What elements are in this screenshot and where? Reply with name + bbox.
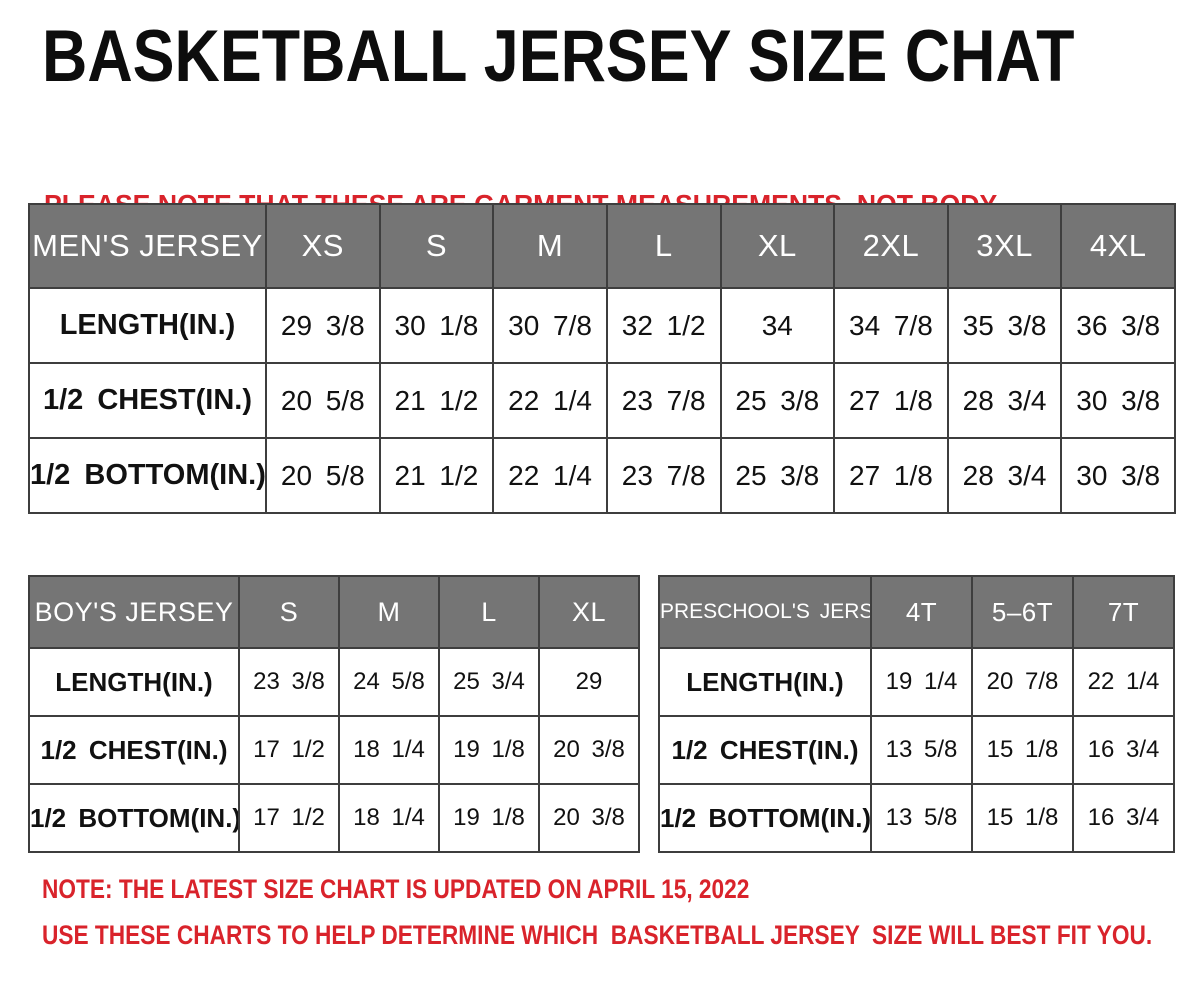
measurement-value-cell: 21 1/2 xyxy=(378,437,495,514)
measurement-value-cell: 15 1/8 xyxy=(971,783,1074,853)
measurement-value-cell: 13 5/8 xyxy=(870,783,973,853)
size-header-cell: S xyxy=(238,575,340,649)
measurement-value-cell: 27 1/8 xyxy=(833,437,949,514)
table-row: 1/2 BOTTOM(IN.) 13 5/8 15 1/8 16 3/4 xyxy=(658,783,1175,853)
boys-jersey-size-table: BOY'S JERSEY S M L XL LENGTH(IN.) 23 3/8 24 5/… xyxy=(28,575,640,853)
measurement-value-cell: 16 3/4 xyxy=(1072,783,1175,853)
measurement-value-cell: 29 xyxy=(538,647,640,717)
measurement-value-cell: 19 1/8 xyxy=(438,783,540,853)
measurement-value-cell: 34 7/8 xyxy=(833,287,949,364)
measurement-value-cell: 23 3/8 xyxy=(238,647,340,717)
size-header-cell: 5–6T xyxy=(971,575,1074,649)
measurement-value-cell: 20 7/8 xyxy=(971,647,1074,717)
size-header-cell: 3XL xyxy=(946,203,1063,289)
table-row: LENGTH(IN.) 29 3/8 30 1/8 30 7/8 32 1/2 34 34 … xyxy=(28,287,1176,364)
size-header-cell: XL xyxy=(719,203,836,289)
measurement-value-cell: 28 3/4 xyxy=(946,362,1063,439)
measurement-value-cell: 25 3/8 xyxy=(719,437,836,514)
row-label-cell: 1/2 CHEST(IN.) xyxy=(28,715,240,785)
measurement-value-cell: 21 1/2 xyxy=(378,362,495,439)
table-row: 1/2 CHEST(IN.) 13 5/8 15 1/8 16 3/4 xyxy=(658,715,1175,785)
measurement-value-cell: 19 1/8 xyxy=(438,715,540,785)
measurement-value-cell: 19 1/4 xyxy=(870,647,973,717)
size-header-cell: XL xyxy=(538,575,640,649)
measurement-value-cell: 17 1/2 xyxy=(238,783,340,853)
measurement-value-cell: 24 5/8 xyxy=(338,647,440,717)
row-label-cell: LENGTH(IN.) xyxy=(28,287,267,364)
row-label-cell: 1/2 CHEST(IN.) xyxy=(28,362,267,439)
measurement-value-cell: 34 xyxy=(719,287,836,364)
measurement-value-cell: 22 1/4 xyxy=(492,362,608,439)
measurement-value-cell: 20 3/8 xyxy=(538,715,640,785)
table-row: LENGTH(IN.) 19 1/4 20 7/8 22 1/4 xyxy=(658,647,1175,717)
measurement-value-cell: 22 1/4 xyxy=(1072,647,1175,717)
size-header-cell: S xyxy=(378,203,495,289)
size-header-cell: 4XL xyxy=(1060,203,1176,289)
table-title-cell: PRESCHOOL'S JERSEY xyxy=(658,575,872,649)
update-date-note: NOTE: THE LATEST SIZE CHART IS UPDATED O… xyxy=(42,874,750,904)
measurement-value-cell: 25 3/4 xyxy=(438,647,540,717)
row-label-cell: 1/2 CHEST(IN.) xyxy=(658,715,872,785)
measurement-value-cell: 17 1/2 xyxy=(238,715,340,785)
footer-notes: NOTE: THE LATEST SIZE CHART IS UPDATED O… xyxy=(42,876,1200,968)
size-header-cell: 7T xyxy=(1072,575,1175,649)
row-label-cell: LENGTH(IN.) xyxy=(658,647,872,717)
measurement-value-cell: 20 5/8 xyxy=(265,362,381,439)
table-row: 1/2 BOTTOM(IN.) 20 5/8 21 1/2 22 1/4 23 7/8 2… xyxy=(28,437,1176,514)
measurement-value-cell: 22 1/4 xyxy=(492,437,608,514)
measurement-value-cell: 18 1/4 xyxy=(338,715,440,785)
measurement-value-cell: 30 3/8 xyxy=(1060,362,1176,439)
table-row: 1/2 CHEST(IN.) 17 1/2 18 1/4 19 1/8 20 3/8 xyxy=(28,715,640,785)
row-label-cell: 1/2 BOTTOM(IN.) xyxy=(28,783,240,853)
mens-header-row: MEN'S JERSEY XS S M L XL 2XL 3XL 4XL xyxy=(28,203,1176,289)
size-header-cell: M xyxy=(492,203,608,289)
measurement-value-cell: 20 3/8 xyxy=(538,783,640,853)
measurement-value-cell: 32 1/2 xyxy=(605,287,722,364)
size-header-cell: XS xyxy=(265,203,381,289)
boys-header-row: BOY'S JERSEY S M L XL xyxy=(28,575,640,649)
measurement-value-cell: 30 1/8 xyxy=(378,287,495,364)
page-title: BASKETBALL JERSEY SIZE CHAT xyxy=(42,16,1075,97)
measurement-value-cell: 15 1/8 xyxy=(971,715,1074,785)
measurement-value-cell: 35 3/8 xyxy=(946,287,1063,364)
small-tables-row: BOY'S JERSEY S M L XL LENGTH(IN.) 23 3/8 24 5/… xyxy=(28,575,1175,853)
mens-jersey-size-table: MEN'S JERSEY XS S M L XL 2XL 3XL 4XL LENGTH(IN.)… xyxy=(28,203,1176,514)
measurement-value-cell: 13 5/8 xyxy=(870,715,973,785)
table-row: 1/2 CHEST(IN.) 20 5/8 21 1/2 22 1/4 23 7/8 25… xyxy=(28,362,1176,439)
row-label-cell: 1/2 BOTTOM(IN.) xyxy=(28,437,267,514)
row-label-cell: LENGTH(IN.) xyxy=(28,647,240,717)
measurement-value-cell: 18 1/4 xyxy=(338,783,440,853)
usage-note: USE THESE CHARTS TO HELP DETERMINE WHICH… xyxy=(42,920,1153,950)
measurement-value-cell: 25 3/8 xyxy=(719,362,836,439)
measurement-value-cell: 28 3/4 xyxy=(946,437,1063,514)
measurement-value-cell: 16 3/4 xyxy=(1072,715,1175,785)
measurement-value-cell: 30 7/8 xyxy=(492,287,608,364)
table-row: LENGTH(IN.) 23 3/8 24 5/8 25 3/4 29 xyxy=(28,647,640,717)
measurement-value-cell: 23 7/8 xyxy=(605,437,722,514)
table-row: 1/2 BOTTOM(IN.) 17 1/2 18 1/4 19 1/8 20 3/8 xyxy=(28,783,640,853)
measurement-value-cell: 23 7/8 xyxy=(605,362,722,439)
size-header-cell: L xyxy=(605,203,722,289)
measurement-value-cell: 30 3/8 xyxy=(1060,437,1176,514)
measurement-value-cell: 36 3/8 xyxy=(1060,287,1176,364)
table-title-cell: BOY'S JERSEY xyxy=(28,575,240,649)
size-header-cell: L xyxy=(438,575,540,649)
measurement-value-cell: 29 3/8 xyxy=(265,287,381,364)
measurement-value-cell: 20 5/8 xyxy=(265,437,381,514)
measurement-value-cell: 27 1/8 xyxy=(833,362,949,439)
size-header-cell: 2XL xyxy=(833,203,949,289)
table-title-cell: MEN'S JERSEY xyxy=(28,203,267,289)
size-header-cell: M xyxy=(338,575,440,649)
size-header-cell: 4T xyxy=(870,575,973,649)
row-label-cell: 1/2 BOTTOM(IN.) xyxy=(658,783,872,853)
